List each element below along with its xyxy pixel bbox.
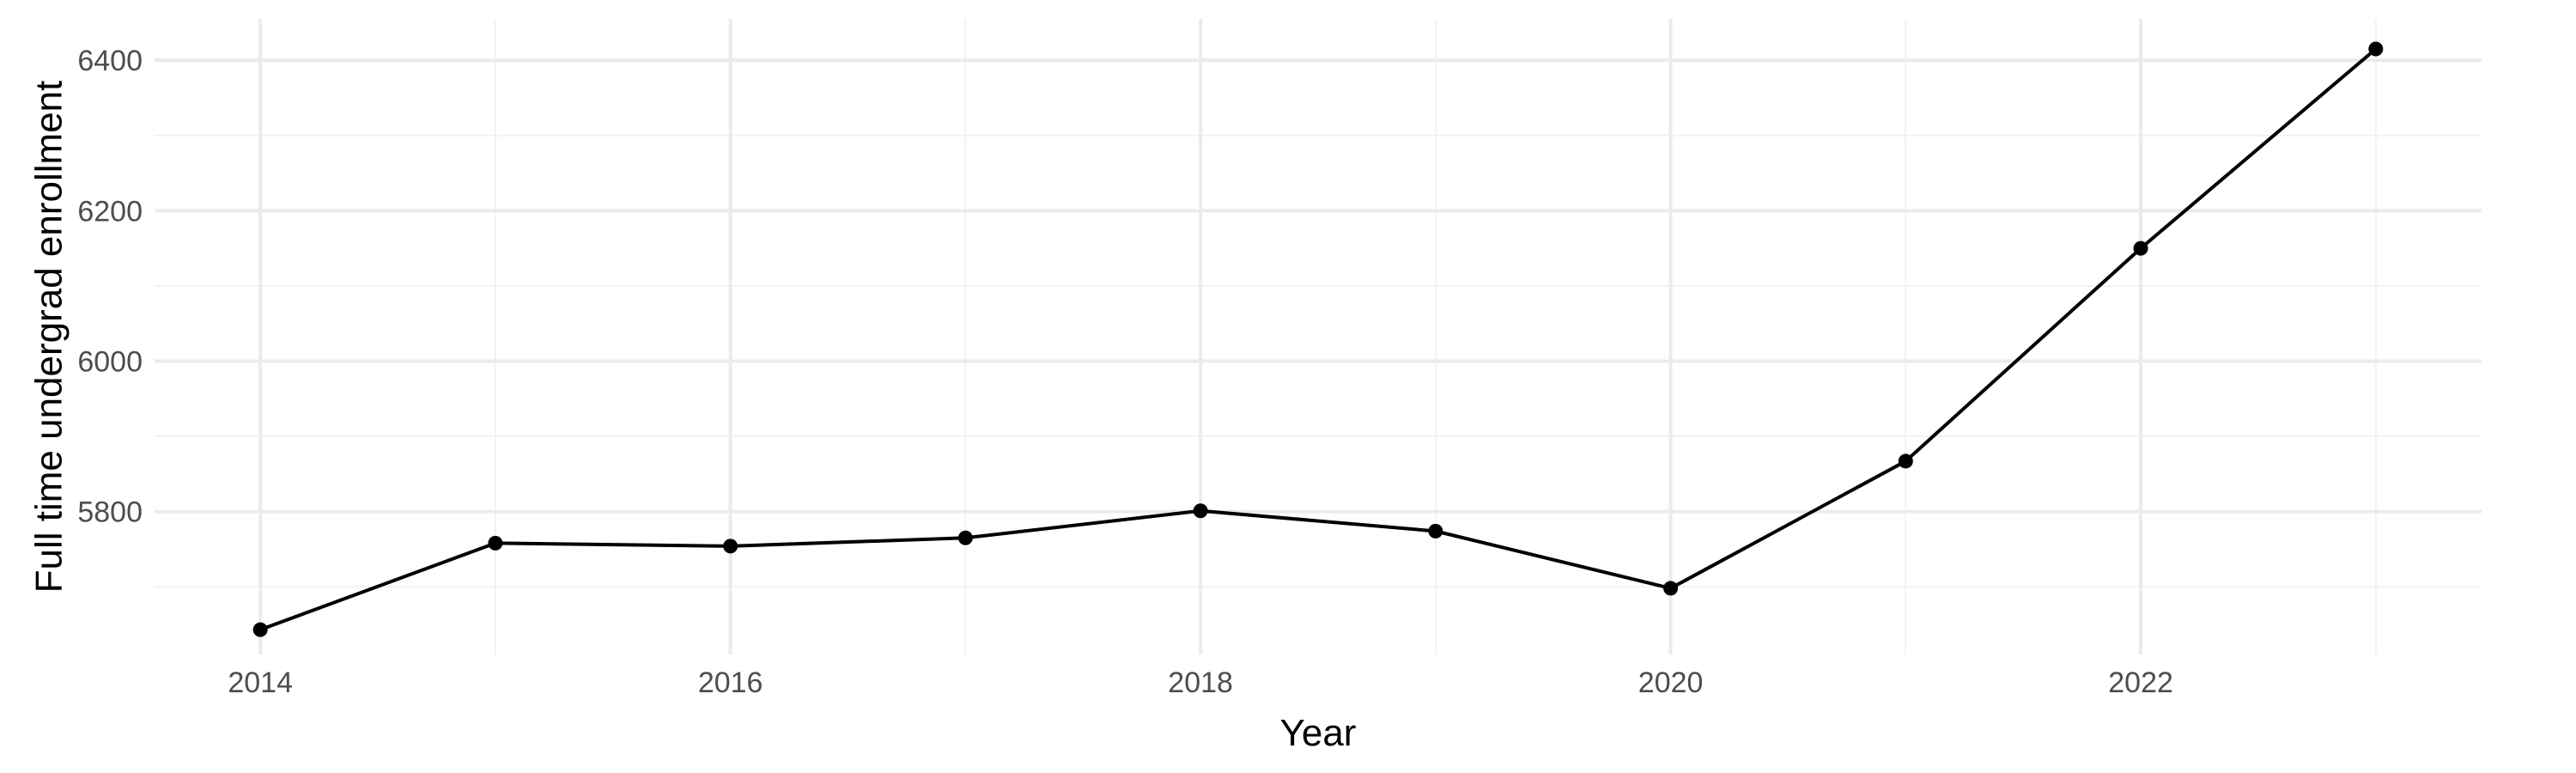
- x-tick-label: 2018: [1168, 666, 1233, 699]
- data-point: [488, 535, 503, 551]
- data-point: [957, 530, 973, 545]
- series-line: [258, 47, 2378, 632]
- y-axis-title: Full time undergrad enrollment: [27, 81, 70, 593]
- y-tick-label: 5800: [77, 496, 143, 529]
- x-tick-label: 2020: [1638, 666, 1704, 699]
- data-point: [2368, 41, 2384, 57]
- grid-layer: [155, 19, 2482, 654]
- data-point: [723, 539, 738, 554]
- data-point: [252, 622, 268, 637]
- y-tick-label: 6400: [77, 45, 143, 77]
- data-point: [1898, 453, 1913, 469]
- x-tick-label: 2022: [2108, 666, 2173, 699]
- data-point: [1428, 523, 1443, 539]
- data-point: [2133, 240, 2148, 256]
- y-tick-label: 6000: [77, 345, 143, 378]
- tick-layer: 5800 6000 6200 6400 2014 2016 2018 2020 2022: [77, 45, 2173, 699]
- x-tick-label: 2016: [698, 666, 763, 699]
- x-tick-label: 2014: [228, 666, 293, 699]
- data-point: [1193, 503, 1208, 519]
- data-point: [1663, 581, 1679, 596]
- y-tick-label: 6200: [77, 195, 143, 228]
- series-layer: [252, 41, 2384, 637]
- x-axis-title: Year: [1280, 712, 1357, 754]
